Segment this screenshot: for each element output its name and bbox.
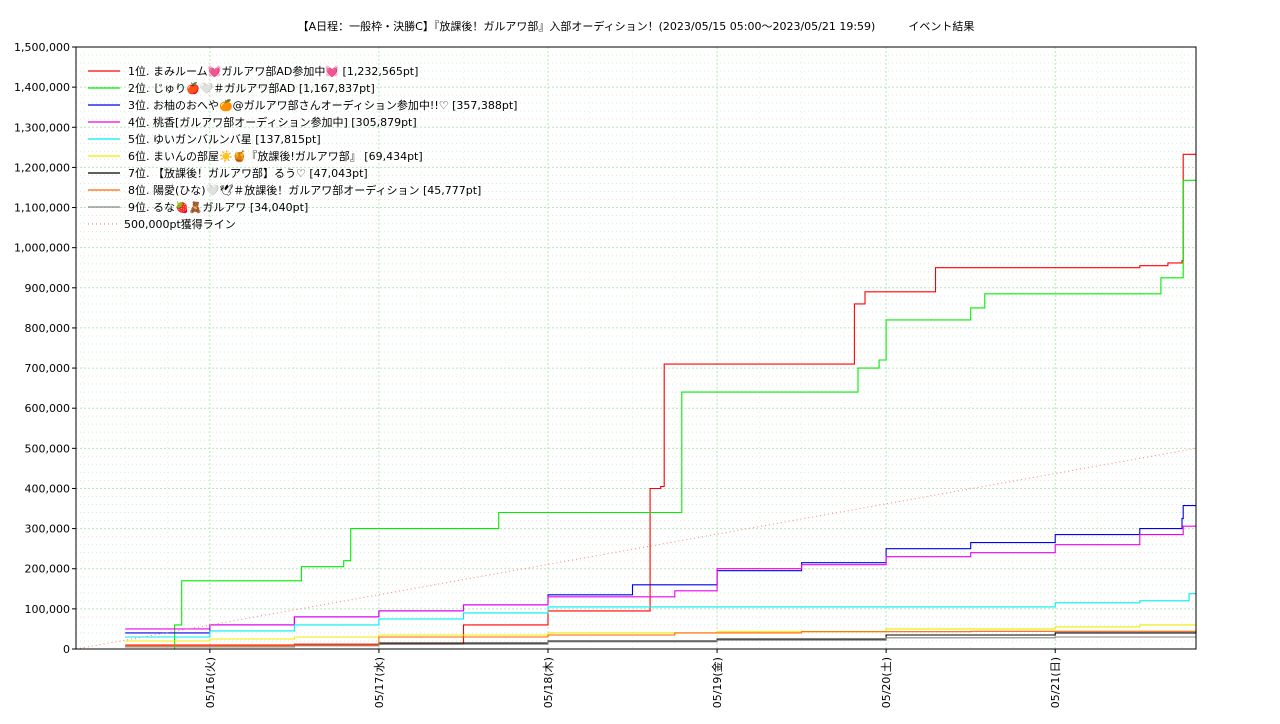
- y-tick-label: 200,000: [25, 563, 71, 576]
- series-line: [125, 153, 1196, 646]
- y-tick-label: 1,300,000: [14, 121, 70, 134]
- legend-label: 500,000pt獲得ライン: [124, 218, 236, 231]
- y-tick-label: 1,000,000: [14, 242, 70, 255]
- legend-label: 6位. まいんの部屋☀️🍯『放課後!ガルアワ部』 [69,434pt]: [128, 149, 423, 163]
- y-tick-label: 400,000: [25, 482, 71, 495]
- series-line: [125, 635, 1197, 648]
- series-line: [125, 505, 1196, 634]
- x-tick-label: 05/18(木): [542, 657, 555, 708]
- chart-title: 【A日程：一般枠・決勝C】『放課後！ガルアワ部』入部オーディション！(2023/…: [298, 19, 975, 33]
- legend-label: 8位. 陽愛(ひな)🤍🕊＃放課後！ガルアワ部オーディション [45,777pt]: [128, 183, 481, 197]
- legend-label: 7位. 【放課後！ガルアワ部】るう♡ [47,043pt]: [128, 166, 368, 180]
- legend-label: 1位. まみルーム💓ガルアワ部AD参加中💓 [1,232,565pt]: [128, 64, 418, 78]
- series-line: [125, 525, 1196, 630]
- y-tick-label: 300,000: [25, 523, 71, 536]
- y-tick-label: 1,200,000: [14, 161, 70, 174]
- plot-area: [75, 153, 1197, 650]
- y-tick-label: 1,400,000: [14, 81, 70, 94]
- legend-label: 5位. ゆいガンバルンバ星 [137,815pt]: [128, 132, 321, 146]
- legend-label: 3位. お柚のおへや🍊@ガルアワ部さんオーディション参加中!!♡ [357,38…: [128, 98, 517, 112]
- target-line: [75, 447, 1197, 650]
- y-tick-label: 900,000: [25, 282, 71, 295]
- legend: 1位. まみルーム💓ガルアワ部AD参加中💓 [1,232,565pt] 2位. じ…: [88, 64, 517, 231]
- gridlines: [76, 46, 1196, 650]
- legend-label: 2位. じゅり🍎🤍＃ガルアワ部AD [1,167,837pt]: [128, 81, 375, 95]
- x-tick-label: 05/21(日): [1049, 657, 1062, 708]
- x-tick-label: 05/16(火): [204, 657, 217, 708]
- legend-label: 9位. るな🍓🧸ガルアワ [34,040pt]: [128, 200, 308, 214]
- y-tick-label: 700,000: [25, 362, 71, 375]
- y-tick-label: 600,000: [25, 402, 71, 415]
- series-line: [125, 179, 1196, 650]
- x-tick-label: 05/17(水): [373, 657, 386, 708]
- x-tick-label: 05/20(土): [880, 657, 893, 708]
- series-line: [125, 630, 1197, 647]
- plot-frame: [75, 46, 1197, 650]
- y-tick-label: 1,500,000: [14, 41, 70, 54]
- series-line: [125, 593, 1196, 638]
- axes: 0 100,000 200,000 300,000 400,000 500,000 600,…: [14, 41, 1062, 708]
- y-tick-label: 1,100,000: [14, 202, 70, 215]
- y-tick-label: 0: [63, 643, 70, 656]
- y-tick-label: 100,000: [25, 603, 71, 616]
- x-tick-label: 05/19(金): [710, 657, 724, 708]
- y-tick-label: 500,000: [25, 442, 71, 455]
- y-tick-label: 800,000: [25, 322, 71, 335]
- legend-label: 4位. 桃香[ガルアワ部オーディション参加中] [305,879pt]: [128, 115, 417, 129]
